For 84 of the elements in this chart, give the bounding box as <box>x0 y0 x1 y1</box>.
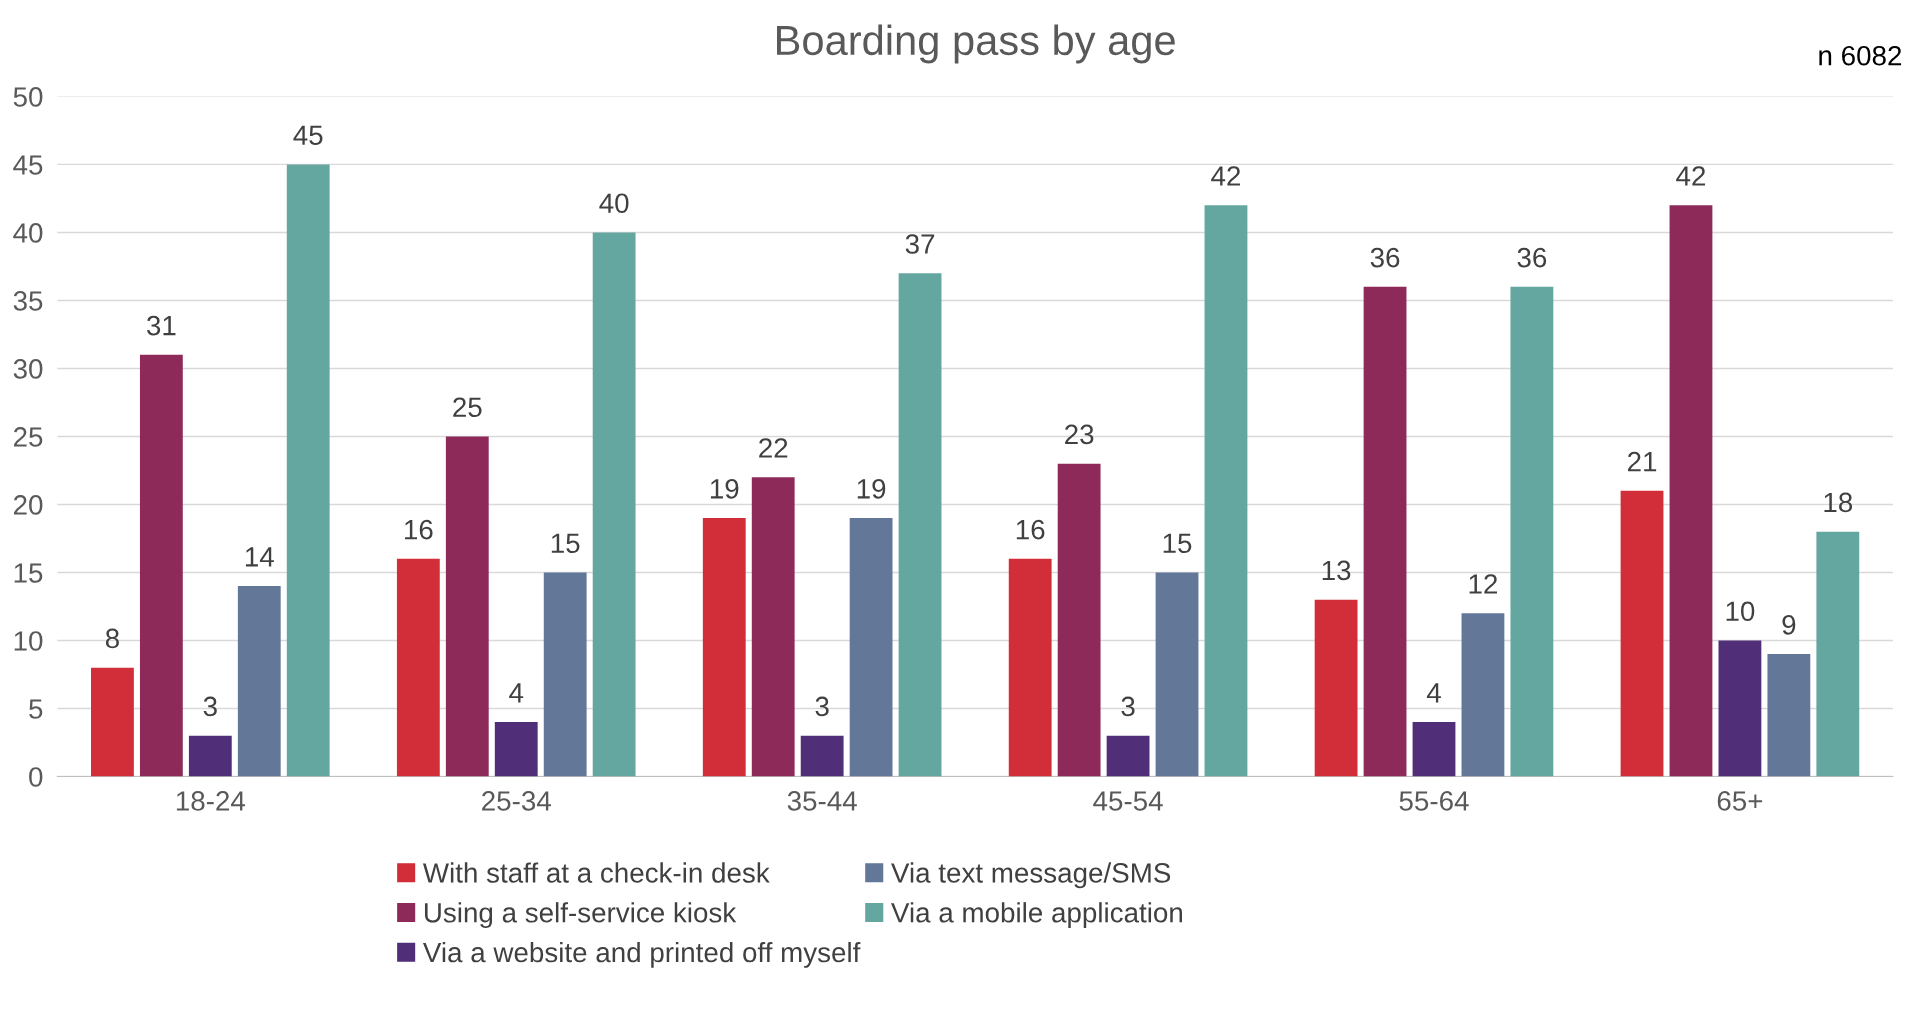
data-label: 37 <box>905 234 935 254</box>
bar <box>139 354 183 777</box>
data-label: 19 <box>857 479 886 499</box>
data-label: 3 <box>203 696 217 717</box>
data-label: 15 <box>551 533 580 554</box>
y-tick-label: 10 <box>14 631 43 651</box>
bar <box>1363 286 1407 777</box>
y-tick-label: 0 <box>29 767 43 787</box>
data-label: 22 <box>759 438 788 458</box>
y-tick-label: 30 <box>13 359 43 379</box>
legend-label: With staff at a check-in desk <box>422 862 770 883</box>
data-label: 25 <box>453 397 482 418</box>
y-tick-label: 50 <box>13 87 43 107</box>
bar <box>751 477 795 777</box>
y-tick-label: 15 <box>14 563 43 583</box>
data-label: 14 <box>245 547 274 567</box>
data-label: 12 <box>1469 574 1497 594</box>
bar <box>800 735 844 777</box>
bar <box>1669 205 1713 777</box>
bar <box>1412 722 1456 777</box>
data-label: 45 <box>293 125 323 146</box>
legend-label: Via a mobile application <box>891 902 1182 929</box>
y-tick-label: 40 <box>13 223 43 243</box>
data-label: 8 <box>105 628 119 649</box>
data-label: 10 <box>1726 601 1755 622</box>
y-tick-label: 25 <box>13 427 43 447</box>
x-tick-label: 65+ <box>1717 791 1763 811</box>
x-tick-label: 18-24 <box>176 791 246 811</box>
y-tick-label: 5 <box>29 699 43 719</box>
data-label: 4 <box>1426 683 1441 703</box>
data-label: 16 <box>1016 519 1045 540</box>
y-tick-label: 45 <box>13 155 43 175</box>
data-label: 3 <box>1121 696 1135 717</box>
bar <box>849 518 893 777</box>
bar <box>1008 558 1052 777</box>
bar <box>237 586 281 777</box>
bar <box>396 558 440 777</box>
bar <box>445 436 489 777</box>
text: n 6082 <box>1819 45 1902 66</box>
legend-label: Via a website and printed off myself <box>422 941 861 968</box>
bar <box>592 232 636 777</box>
data-label: 13 <box>1322 560 1351 581</box>
data-label: 15 <box>1163 533 1192 554</box>
bar <box>1155 572 1199 777</box>
bar <box>1057 463 1101 777</box>
bar <box>1510 286 1554 777</box>
data-label: 36 <box>1517 247 1547 268</box>
legend-label: Using a self-service kiosk <box>424 902 737 929</box>
bar <box>1718 640 1762 777</box>
data-label: 19 <box>710 479 739 499</box>
data-label: 9 <box>1782 615 1796 635</box>
bar <box>1106 735 1150 777</box>
bar <box>543 572 587 777</box>
bar <box>1816 531 1860 777</box>
data-label: 21 <box>1627 451 1657 472</box>
data-label: 36 <box>1370 247 1400 268</box>
bar <box>91 667 134 777</box>
bar <box>1461 613 1505 777</box>
data-label: 18 <box>1824 492 1853 513</box>
x-tick-label: 45-54 <box>1093 791 1163 811</box>
x-tick-label: 55-64 <box>1399 791 1469 811</box>
data-label: 23 <box>1065 424 1094 445</box>
y-tick-label: 35 <box>13 291 43 311</box>
data-label: 42 <box>1676 166 1706 186</box>
bar <box>1314 599 1358 777</box>
bar <box>898 273 942 777</box>
bar <box>702 518 746 777</box>
bar <box>286 164 330 777</box>
bar <box>1204 205 1248 777</box>
bar <box>1620 490 1664 777</box>
data-label: 42 <box>1211 166 1241 186</box>
data-label: 3 <box>815 696 829 717</box>
bar <box>494 722 538 777</box>
legend-label: Via text message/SMS <box>891 862 1171 889</box>
data-label: 16 <box>405 519 433 540</box>
bar <box>188 735 232 777</box>
x-tick-label: 25-34 <box>482 791 551 811</box>
data-label: 40 <box>599 193 629 214</box>
data-label: 31 <box>146 315 176 336</box>
bar <box>1767 654 1811 777</box>
y-tick-label: 20 <box>13 495 43 515</box>
chart-title: Boarding pass by age <box>777 24 1175 64</box>
x-tick-label: 35-44 <box>787 791 857 811</box>
data-label: 4 <box>509 683 524 703</box>
